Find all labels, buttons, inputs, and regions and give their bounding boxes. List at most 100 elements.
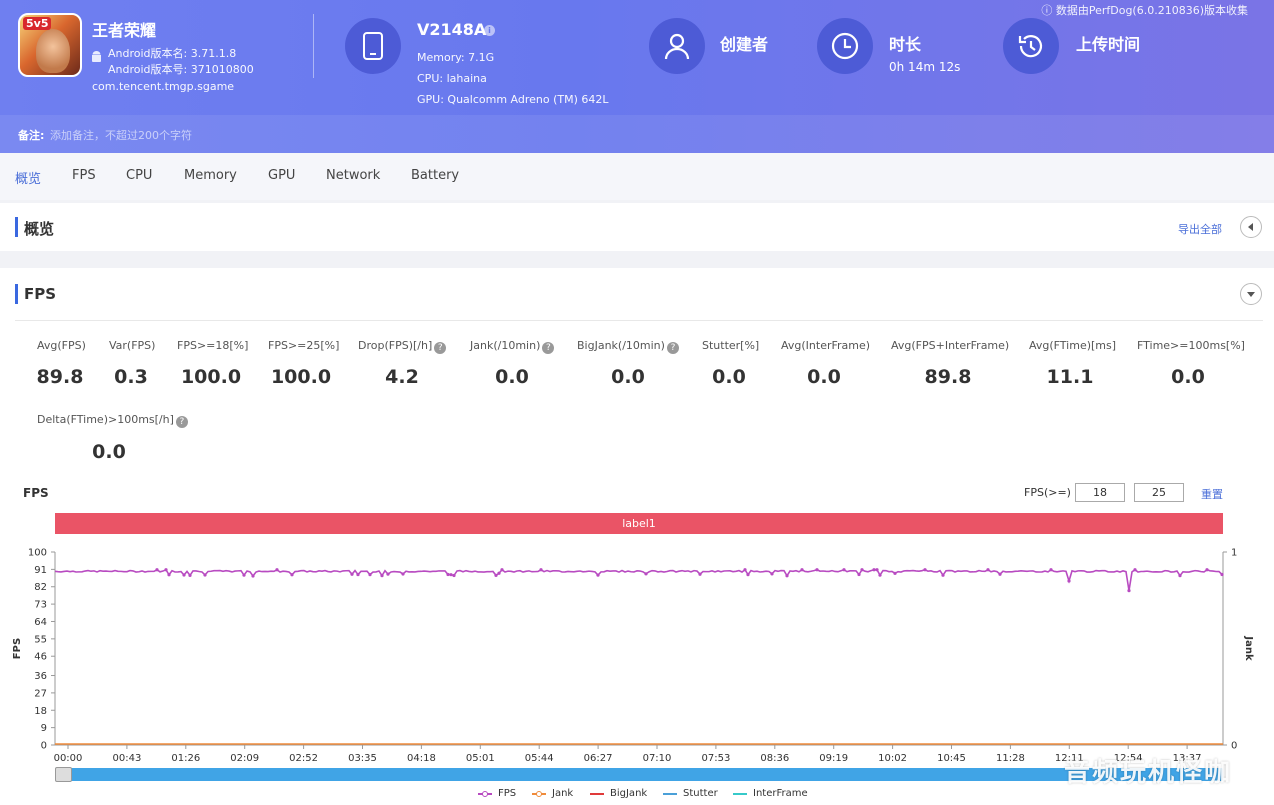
series-fps-point [203,573,207,577]
series-fps-point [446,572,450,577]
metric-label-drop-fps: Drop(FPS)[/h]? [358,339,447,354]
x-tick-label: 10:45 [937,753,966,764]
series-fps-point [290,573,294,577]
tab-gpu[interactable]: GPU [268,168,296,183]
tab-cpu[interactable]: CPU [126,168,153,183]
label-bar[interactable]: label1 [55,513,1223,534]
help-icon[interactable]: ? [542,342,555,354]
x-tick-label: 07:10 [643,753,672,764]
help-icon[interactable]: ? [434,342,447,354]
series-fps-point [785,574,789,578]
x-tick-label: 12:54 [1114,753,1143,764]
series-fps-point [386,572,390,576]
legend-item-fps[interactable]: FPS [478,788,516,799]
series-fps-point [164,568,168,572]
collapse-fps-button[interactable] [1240,283,1262,305]
tab-bar: 概览 FPS CPU Memory GPU Network Battery [0,153,1274,200]
series-fps-point [500,568,504,572]
android-version-name: Android版本名: 3.71.1.8 [108,47,237,60]
device-info-icon[interactable]: i [484,25,495,36]
series-fps-point [698,572,702,576]
user-icon [664,33,690,60]
legend-label: Jank [552,788,574,799]
series-fps-point [188,573,192,578]
x-tick-label: 13:37 [1173,753,1202,764]
x-tick-label: 01:26 [171,753,200,764]
triangle-left-icon [1248,223,1253,231]
tab-fps[interactable]: FPS [72,168,96,183]
tab-battery[interactable]: Battery [411,168,460,183]
metric-label-avg-fps: Avg(FPS) [37,339,86,352]
overview-accent-bar [15,217,18,237]
legend-item-bigjank[interactable]: BigJank [590,788,647,799]
series-fps-point [452,573,456,578]
x-tick-label: 00:43 [112,753,141,764]
metric-label-delta-ftime: Delta(FTime)>100ms[/h]? [37,413,188,428]
tab-memory[interactable]: Memory [184,168,237,183]
app-icon-logo: 5v5 [23,17,52,30]
metric-value-stutter: 0.0 [712,366,746,388]
series-fps-point [242,573,246,577]
chart-title: FPS [23,486,49,500]
fps-threshold-input-2[interactable]: 25 [1134,483,1184,502]
overview-title: 概览 [24,220,55,238]
series-fps-point [251,574,255,578]
legend-label: Stutter [683,788,718,799]
x-tick-label: 05:44 [525,753,554,764]
collapse-overview-button[interactable] [1240,216,1262,238]
metric-value-fps-25: 100.0 [270,366,332,388]
reset-button[interactable]: 重置 [1201,488,1223,501]
series-fps-point [401,572,405,576]
legend-label: FPS [498,788,517,799]
series-fps-point [167,573,171,577]
metric-label-var-fps: Var(FPS) [109,339,156,352]
header-divider [313,14,314,78]
y2-tick-label: 0 [1231,741,1237,752]
series-fps-point [986,568,990,572]
tab-network[interactable]: Network [326,168,381,183]
export-all-button[interactable]: 导出全部 [1178,223,1222,236]
series-fps-point [857,572,861,577]
legend-item-jank[interactable]: Jank [532,788,573,799]
y-tick-label: 55 [34,634,47,645]
device-icon-circle [345,18,401,74]
x-tick-label: 05:01 [466,753,495,764]
help-icon[interactable]: ? [666,342,679,354]
fps-threshold-input-1[interactable]: 18 [1075,483,1125,502]
note-bar [0,115,1274,153]
chart-legend: FPS Jank BigJank Stutter InterFrame [0,788,1274,802]
timeline-scroll-handle[interactable] [55,767,72,782]
creator-label: 创建者 [720,35,769,54]
series-fps-line [54,568,1223,591]
x-tick-label: 02:09 [230,753,259,764]
series-fps-point [815,568,819,572]
report-header: 5v5 王者荣耀 Android版本名: 3.71.1.8 Android版本号… [0,0,1274,153]
series-fps-point [155,568,159,572]
y-tick-label: 91 [34,565,47,576]
legend-item-stutter[interactable]: Stutter [663,788,718,799]
series-fps-point [356,572,360,577]
help-icon[interactable]: ? [175,416,188,428]
y2-axis-title: Jank [1243,635,1254,661]
x-tick-label: 06:27 [584,753,613,764]
series-fps-point [1049,568,1053,572]
metric-label-fps-25: FPS>=25[%] [268,339,340,352]
metric-value-avg-fps-interframe: 89.8 [924,366,972,388]
tab-overview[interactable]: 概览 [15,172,42,187]
legend-item-interframe[interactable]: InterFrame [733,788,808,799]
metric-label-avg-ftime: Avg(FTime)[ms] [1029,339,1117,352]
watermark: 音频玩机怪咖 [1064,758,1233,788]
timeline-scrollbar[interactable] [55,768,1223,781]
device-name: V2148A [417,20,487,39]
series-fps-point [1220,572,1224,577]
series-fps-point [497,571,501,575]
device-gpu: GPU: Qualcomm Adreno (TM) 642L [417,93,609,106]
fps-threshold-label: FPS(>=) [1024,486,1071,499]
series-fps-point [923,568,927,572]
series-fps-point [842,568,846,572]
note-input[interactable]: 添加备注，不超过200个字符 [50,129,192,142]
device-cpu: CPU: lahaina [417,72,487,85]
metric-label-avg-interframe: Avg(InterFrame) [781,339,871,352]
x-tick-label: 00:00 [54,753,83,764]
series-fps-point [380,574,384,578]
